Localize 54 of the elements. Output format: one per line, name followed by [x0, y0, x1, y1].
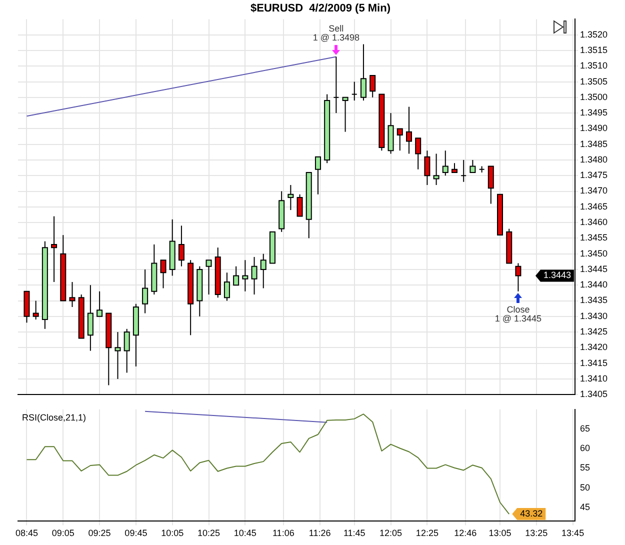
y-tick-label: 1.3480 — [580, 154, 608, 164]
x-tick-label: 09:45 — [124, 528, 148, 538]
x-tick-label: 11:26 — [308, 528, 331, 538]
x-tick-label: 10:25 — [198, 528, 220, 538]
y-tick-label: 1.3405 — [580, 389, 608, 400]
annotation: Sell 1 @ 1.3498 — [312, 24, 360, 43]
y-tick-label: 45 — [580, 502, 590, 512]
x-tick-label: 10:05 — [161, 528, 184, 538]
y-tick-label: 1.3455 — [580, 232, 608, 243]
y-tick-label: 1.3430 — [580, 310, 608, 321]
text: 1.3443 — [543, 270, 572, 280]
y-tick-label: 1.3475 — [580, 170, 608, 180]
x-tick-label: 12:25 — [416, 528, 438, 538]
y-tick-label: 1.3520 — [580, 29, 608, 40]
y-tick-label: 1.3460 — [580, 217, 608, 228]
candlestick — [460, 159, 467, 182]
x-tick-label: 13:05 — [488, 528, 512, 538]
y-tick-label: 1.3435 — [580, 295, 608, 306]
x-tick-label: 13:25 — [525, 528, 548, 538]
y-tick-label: 1.3515 — [580, 44, 608, 55]
y-tick-label: 1.3500 — [580, 92, 608, 102]
y-tick-label: 1.3465 — [580, 201, 608, 212]
y-tick-label: 1.3510 — [580, 60, 608, 71]
x-tick-label: 10:45 — [234, 528, 256, 538]
y-tick-label: 1.3410 — [580, 373, 608, 384]
y-tick-label: 1.3485 — [580, 138, 608, 149]
y-tick-label: 65 — [580, 424, 590, 434]
y-tick-label: 1.3440 — [580, 280, 608, 290]
y-tick-label: 1.3445 — [580, 264, 608, 274]
y-tick-label: 1.3420 — [580, 342, 608, 352]
y-tick-label: 50 — [580, 482, 590, 492]
x-tick-label: 09:25 — [88, 528, 111, 538]
x-tick-label: 12:46 — [454, 528, 477, 538]
y-tick-label: 1.3470 — [580, 186, 608, 196]
x-tick-label: 08:45 — [15, 528, 38, 538]
x-tick-label: 12:05 — [380, 528, 402, 538]
y-tick-label: 1.3495 — [580, 108, 608, 118]
y-tick-label: 1.3505 — [580, 76, 608, 86]
y-tick-label: 1.3415 — [580, 358, 608, 368]
candlestick — [333, 56, 340, 114]
candlestick — [351, 81, 358, 102]
chart-title: $EURUSD 4/2/2009 (5 Min) — [250, 2, 391, 15]
data-label: 43.32 — [520, 508, 543, 519]
annotation: RSI(Close,21,1) — [22, 412, 86, 422]
y-tick-label: 60 — [580, 443, 590, 454]
x-tick-label: 13:45 — [562, 528, 584, 538]
y-tick-label: 55 — [580, 462, 590, 473]
x-tick-label: 11:45 — [343, 528, 366, 538]
y-tick-label: 1.3425 — [580, 326, 608, 337]
x-tick-label: 09:05 — [52, 528, 74, 538]
y-tick-label: 1.3450 — [580, 248, 608, 258]
annotation: Close 1 @ 1.3445 — [494, 304, 542, 324]
y-tick-label: 1.3490 — [580, 123, 608, 134]
x-tick-label: 11:06 — [272, 528, 294, 538]
